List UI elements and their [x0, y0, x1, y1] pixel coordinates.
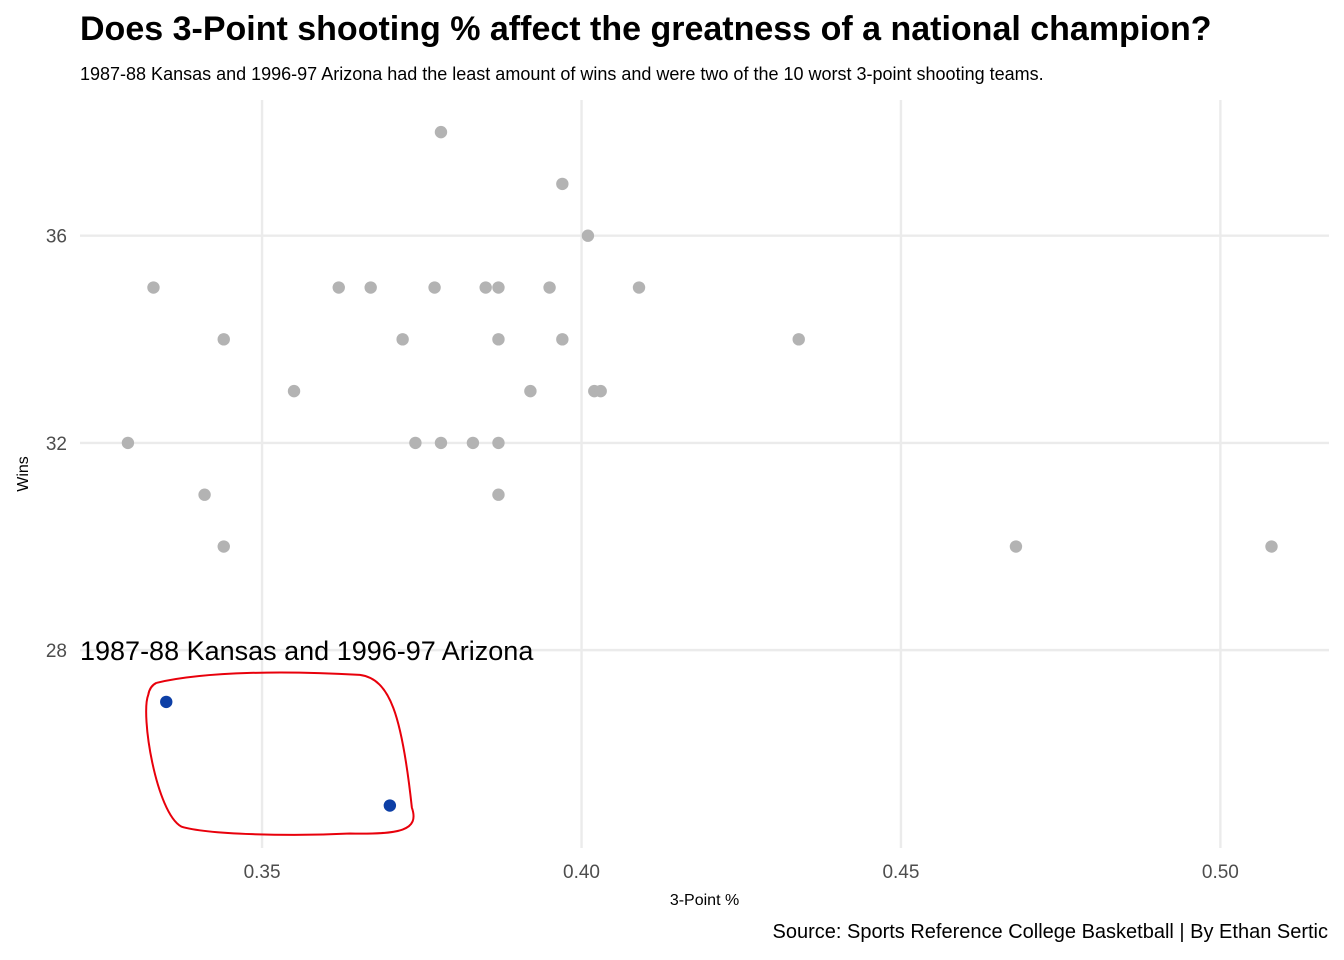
data-point — [396, 333, 409, 346]
highlight-circle — [145, 671, 415, 836]
data-point — [524, 384, 537, 398]
data-point — [1265, 540, 1278, 553]
y-tick-label: 36 — [46, 227, 67, 248]
x-tick-label: 0.40 — [563, 862, 600, 883]
y-tick-label: 28 — [46, 641, 67, 662]
data-point — [492, 281, 505, 294]
data-point — [466, 436, 480, 450]
x-tick-label: 0.35 — [244, 862, 281, 883]
data-point — [121, 436, 135, 450]
x-tick-label: 0.45 — [882, 862, 919, 883]
x-axis-title: 3-Point % — [670, 892, 739, 909]
data-point — [492, 488, 505, 501]
data-point — [217, 333, 230, 346]
data-point — [492, 436, 505, 450]
data-point — [792, 333, 805, 346]
chart-title: Does 3-Point shooting % affect the great… — [80, 10, 1212, 48]
data-point — [332, 281, 345, 294]
data-point — [594, 384, 607, 398]
data-point — [217, 540, 230, 553]
y-axis-title: Wins — [15, 456, 32, 492]
highlight-point — [160, 695, 173, 709]
data-point — [287, 384, 301, 398]
annotation-label: 1987-88 Kansas and 1996-97 Arizona — [80, 636, 534, 666]
highlight-circle-layer — [145, 671, 415, 836]
tick-labels: 0.35 0.40 0.45 0.50 28 32 36 — [46, 227, 1239, 883]
data-point — [364, 281, 377, 294]
data-point — [556, 333, 569, 346]
data-point — [632, 281, 646, 294]
data-point — [492, 333, 505, 346]
data-point — [581, 229, 595, 242]
y-tick-label: 32 — [46, 434, 67, 455]
data-point — [409, 436, 422, 450]
highlight-point — [383, 799, 397, 812]
data-point — [556, 177, 569, 191]
x-tick-label: 0.50 — [1202, 862, 1239, 883]
data-point — [434, 125, 448, 139]
gridlines — [80, 100, 1329, 848]
data-point — [434, 436, 448, 450]
data-point — [147, 281, 160, 294]
chart-subtitle: 1987-88 Kansas and 1996-97 Arizona had t… — [80, 64, 1044, 84]
data-point — [479, 281, 492, 294]
data-point — [543, 281, 556, 294]
data-point — [198, 488, 211, 501]
data-points — [121, 125, 1278, 812]
data-point — [428, 281, 441, 294]
source-caption: Source: Sports Reference College Basketb… — [772, 921, 1328, 943]
data-point — [1009, 540, 1023, 553]
